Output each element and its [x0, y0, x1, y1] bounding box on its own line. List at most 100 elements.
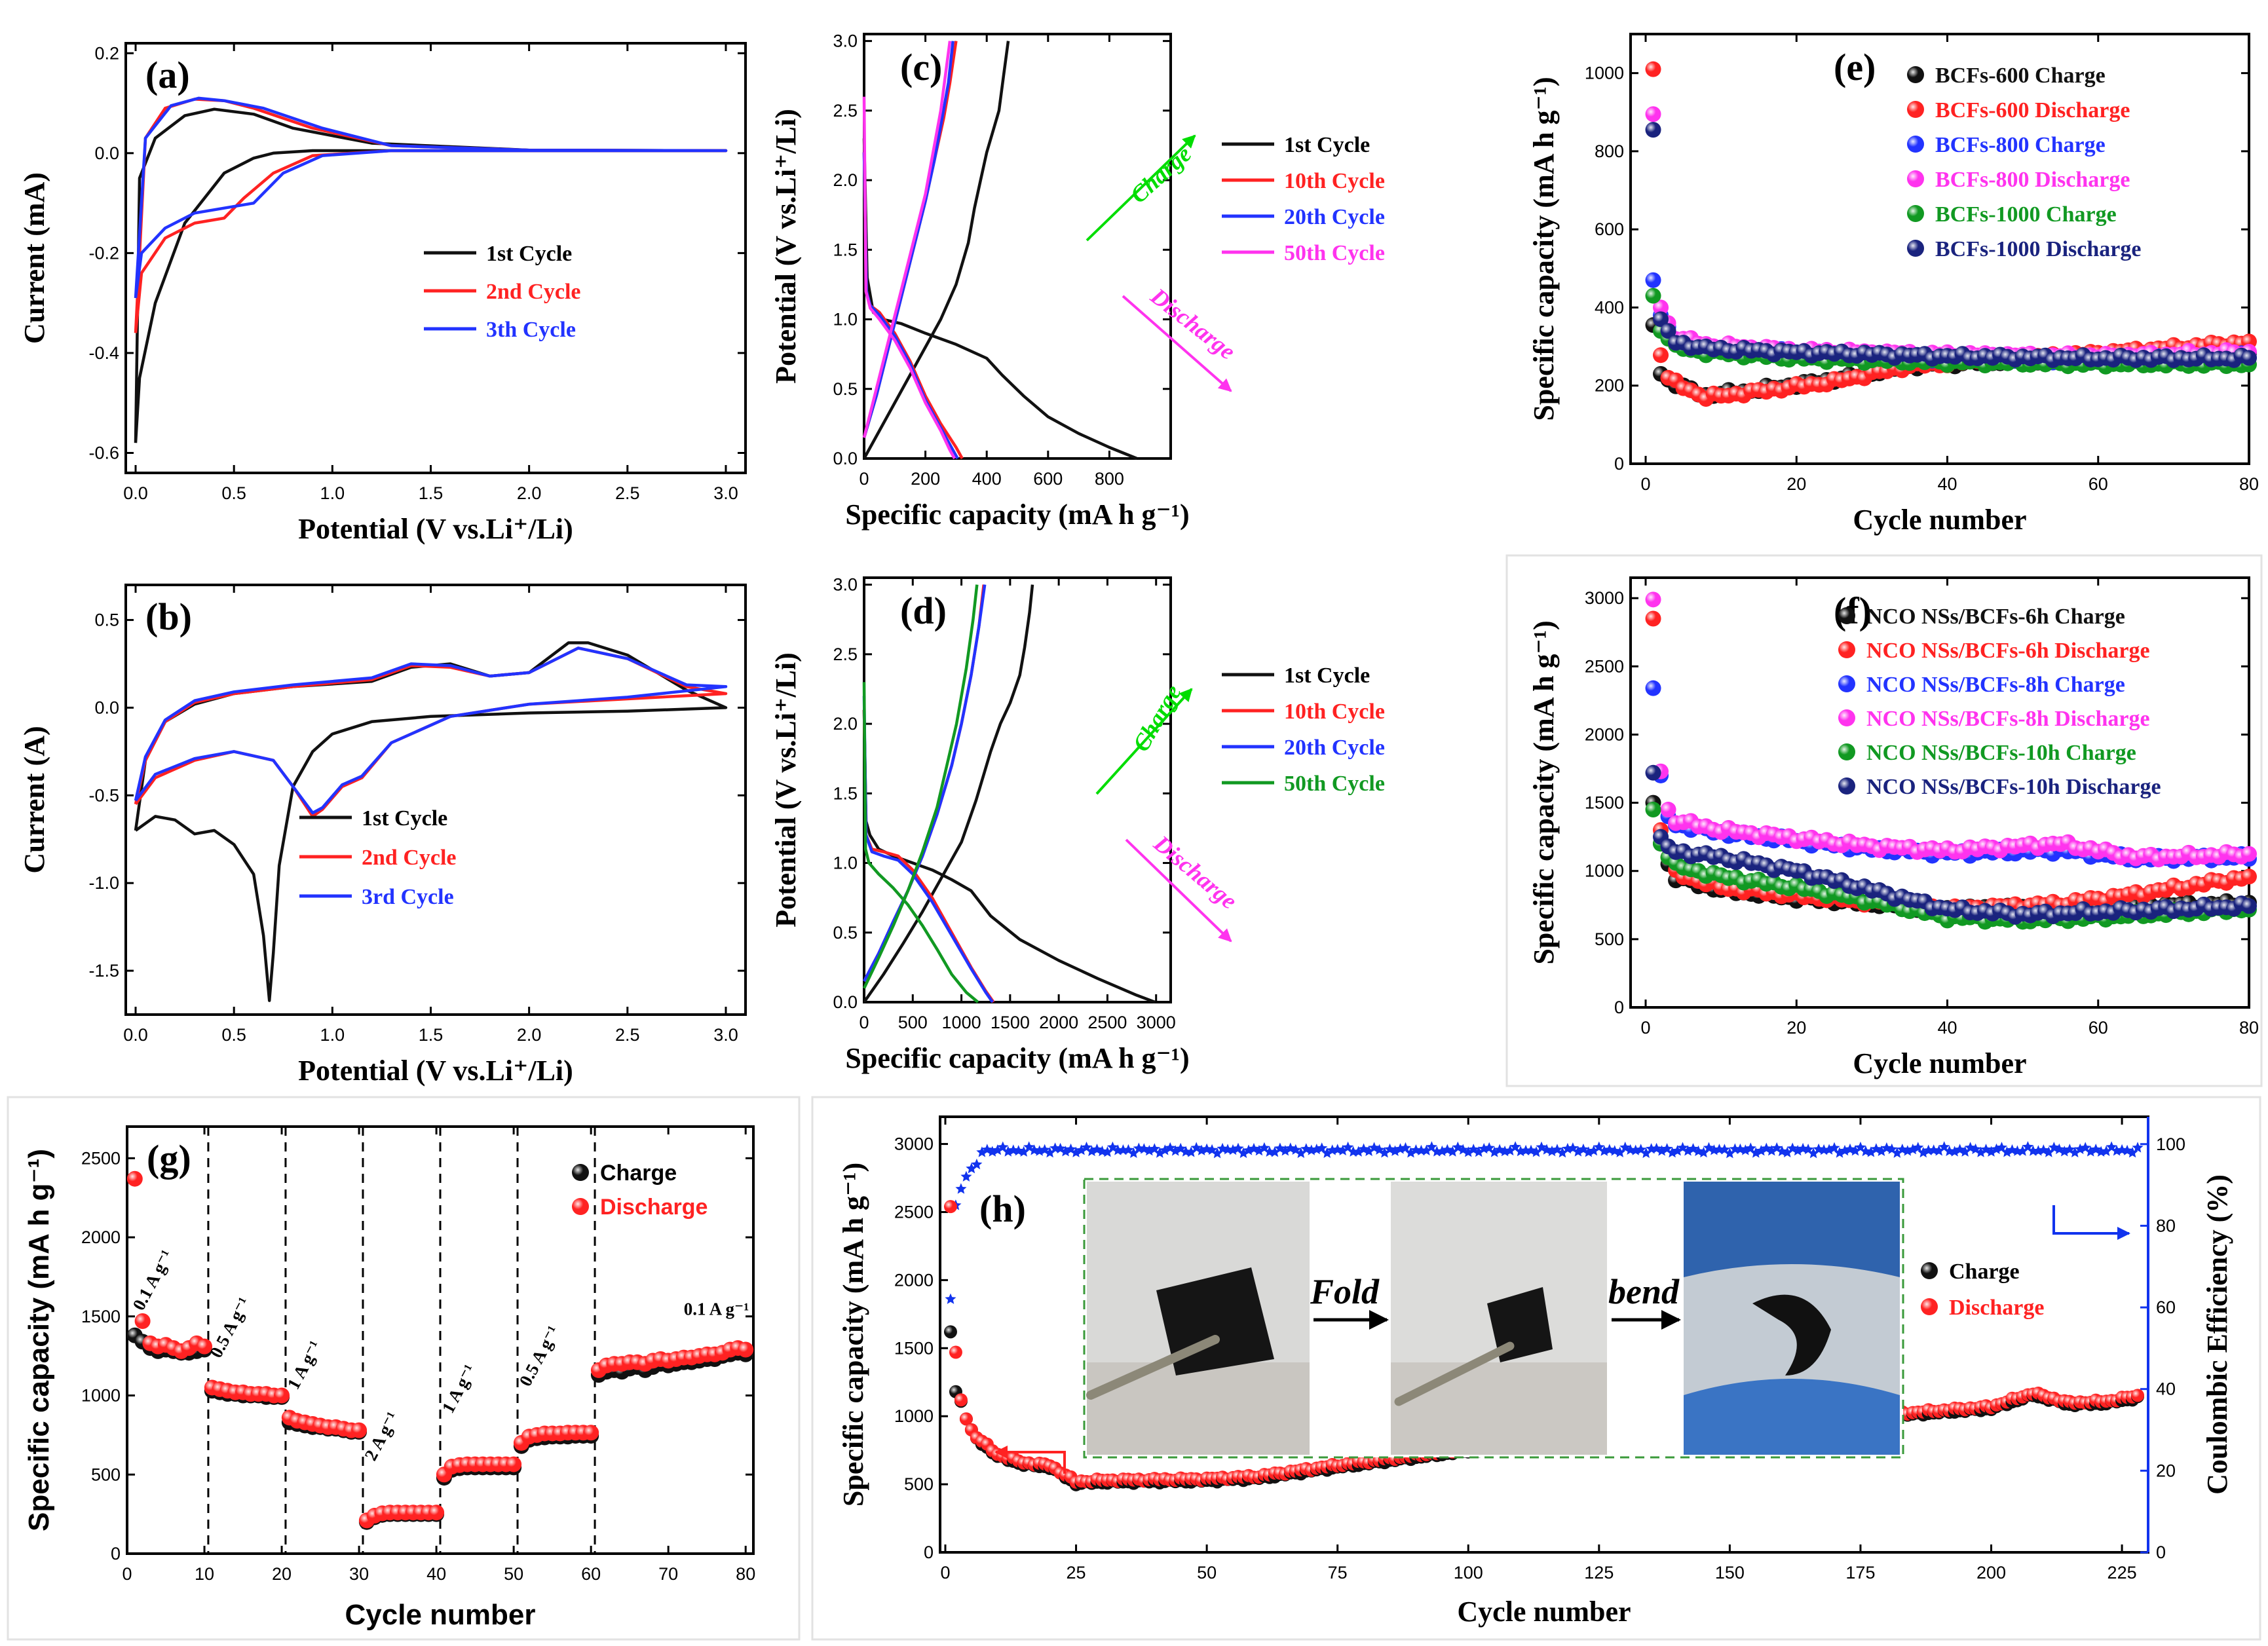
- y-tick-label: 3.0: [833, 575, 858, 595]
- y-tick-label: 1.5: [833, 240, 858, 259]
- panel-label: (e): [1834, 46, 1876, 88]
- data-point-highlight: [1660, 323, 1676, 339]
- rate-label: 1 A g⁻¹: [438, 1361, 480, 1416]
- legend-entry: Charge: [600, 1161, 677, 1186]
- x-axis-label: Potential (V vs.Li⁺/Li): [298, 1055, 573, 1087]
- data-point-highlight: [2241, 846, 2257, 862]
- ce-point: [1697, 1146, 1709, 1158]
- ce-point: [1070, 1146, 1082, 1157]
- x-axis-label: Cycle number: [1853, 504, 2026, 536]
- x-tick-label: 20: [1786, 1018, 1806, 1038]
- data-point-highlight: [1645, 764, 1661, 781]
- x-tick-label: 200: [1976, 1563, 2006, 1582]
- y-axis-label: Specific capacity (mA h g⁻¹): [837, 1163, 869, 1506]
- data-point-highlight: [1645, 106, 1661, 122]
- ce-point: [1640, 1147, 1652, 1158]
- x-tick-label: 3000: [1137, 1013, 1176, 1032]
- y-tick-label: 0.0: [94, 698, 119, 717]
- ce-point: [2085, 1146, 2096, 1157]
- ce-point: [1405, 1147, 1416, 1158]
- series-line-magenta: [862, 96, 956, 460]
- y-tick-label: 0: [1614, 454, 1624, 474]
- x-tick-label: 2.0: [517, 1025, 542, 1045]
- y2-tick-label: 100: [2156, 1134, 2185, 1154]
- ce-point: [1912, 1142, 1924, 1153]
- y-tick-label: 0.0: [833, 992, 858, 1012]
- x-tick-label: 2000: [1039, 1013, 1078, 1032]
- data-point-highlight: [1645, 591, 1661, 608]
- legend-entry: 2nd Cycle: [362, 846, 457, 870]
- y-tick-label: 1000: [894, 1406, 934, 1426]
- ce-point: [1060, 1146, 1072, 1157]
- y-tick-label: 2000: [894, 1270, 934, 1290]
- x-tick-label: 80: [2239, 1018, 2259, 1038]
- series-line-black: [134, 107, 728, 443]
- y-axis-label: Potential (V vs.Li⁺/Li): [770, 652, 802, 927]
- series-line-blue: [134, 96, 728, 299]
- legend-entry: 10th Cycle: [1284, 700, 1385, 724]
- data-point-highlight: [1645, 272, 1661, 288]
- x-tick-label: 0: [1641, 474, 1651, 494]
- data-point-highlight: [134, 1313, 151, 1330]
- ce-point: [1337, 1144, 1349, 1155]
- charge-arrow: [1095, 688, 1193, 795]
- ce-point: [1828, 1142, 1840, 1153]
- ce-point: [2001, 1146, 2013, 1157]
- ce-point: [1018, 1146, 1030, 1157]
- data-point-highlight: [2241, 869, 2257, 885]
- x-tick-label: 0.5: [221, 1025, 246, 1045]
- ce-point: [1238, 1147, 1249, 1158]
- data-point-highlight: [1907, 170, 1924, 187]
- plot-frame: [1629, 576, 2250, 1009]
- ce-point: [2016, 1145, 2028, 1156]
- data-point-highlight: [1645, 802, 1661, 818]
- ce-point: [1813, 1143, 1824, 1154]
- x-tick-label: 20: [272, 1564, 292, 1584]
- data-point-highlight: [959, 1412, 973, 1426]
- rate-label: 0.1 A g⁻¹: [684, 1299, 749, 1319]
- y-tick-label: 0: [111, 1544, 121, 1563]
- y2-tick-label: 20: [2156, 1461, 2176, 1480]
- data-point-highlight: [1645, 122, 1661, 138]
- ce-point: [1321, 1147, 1333, 1158]
- ce-point: [1399, 1142, 1411, 1153]
- y2-tick-label: 40: [2156, 1379, 2176, 1399]
- data-point-highlight: [1838, 777, 1855, 795]
- ce-point: [1127, 1147, 1139, 1158]
- ce-point: [960, 1170, 972, 1182]
- ce-point: [1865, 1146, 1877, 1157]
- ce-point: [1279, 1145, 1291, 1156]
- y-tick-label: 1.5: [833, 783, 858, 803]
- ce-point: [1933, 1145, 1945, 1156]
- x-tick-label: 2.5: [615, 483, 640, 503]
- photo-fold-table: [1391, 1362, 1607, 1455]
- x-tick-label: 30: [349, 1564, 369, 1584]
- ce-point: [1462, 1146, 1474, 1157]
- ce-point: [997, 1141, 1009, 1152]
- x-tick-label: 75: [1328, 1563, 1348, 1582]
- legend-entry: 1st Cycle: [1284, 664, 1370, 688]
- ce-point: [2053, 1143, 2065, 1155]
- x-tick-label: 100: [1454, 1563, 1483, 1582]
- y-tick-label: 3000: [894, 1134, 934, 1154]
- y-axis-label: Current (mA): [18, 172, 50, 344]
- y-tick-label: 1.0: [833, 310, 858, 329]
- ce-point: [1232, 1142, 1244, 1153]
- x-tick-label: 1.5: [419, 483, 444, 503]
- plot-frame: [863, 33, 1172, 460]
- data-point-highlight: [583, 1425, 599, 1441]
- series-line-red: [134, 98, 728, 333]
- x-axis-label: Cycle number: [1853, 1047, 2026, 1079]
- series-line-blue: [863, 584, 987, 982]
- legend-entry: 20th Cycle: [1284, 205, 1385, 229]
- fold-label: Fold: [1310, 1272, 1380, 1311]
- ce-point: [1682, 1145, 1694, 1156]
- photo-flat-table: [1087, 1362, 1310, 1455]
- tweezers: [1394, 1341, 1515, 1406]
- legend-entry: 1st Cycle: [362, 806, 447, 831]
- y-tick-label: 2.5: [833, 645, 858, 664]
- rate-label: 0.5 A g⁻¹: [206, 1294, 254, 1361]
- glove-top: [1684, 1182, 1900, 1277]
- data-point-highlight: [2131, 1389, 2145, 1402]
- legend-entry: BCFs-600 Charge: [1935, 64, 2106, 88]
